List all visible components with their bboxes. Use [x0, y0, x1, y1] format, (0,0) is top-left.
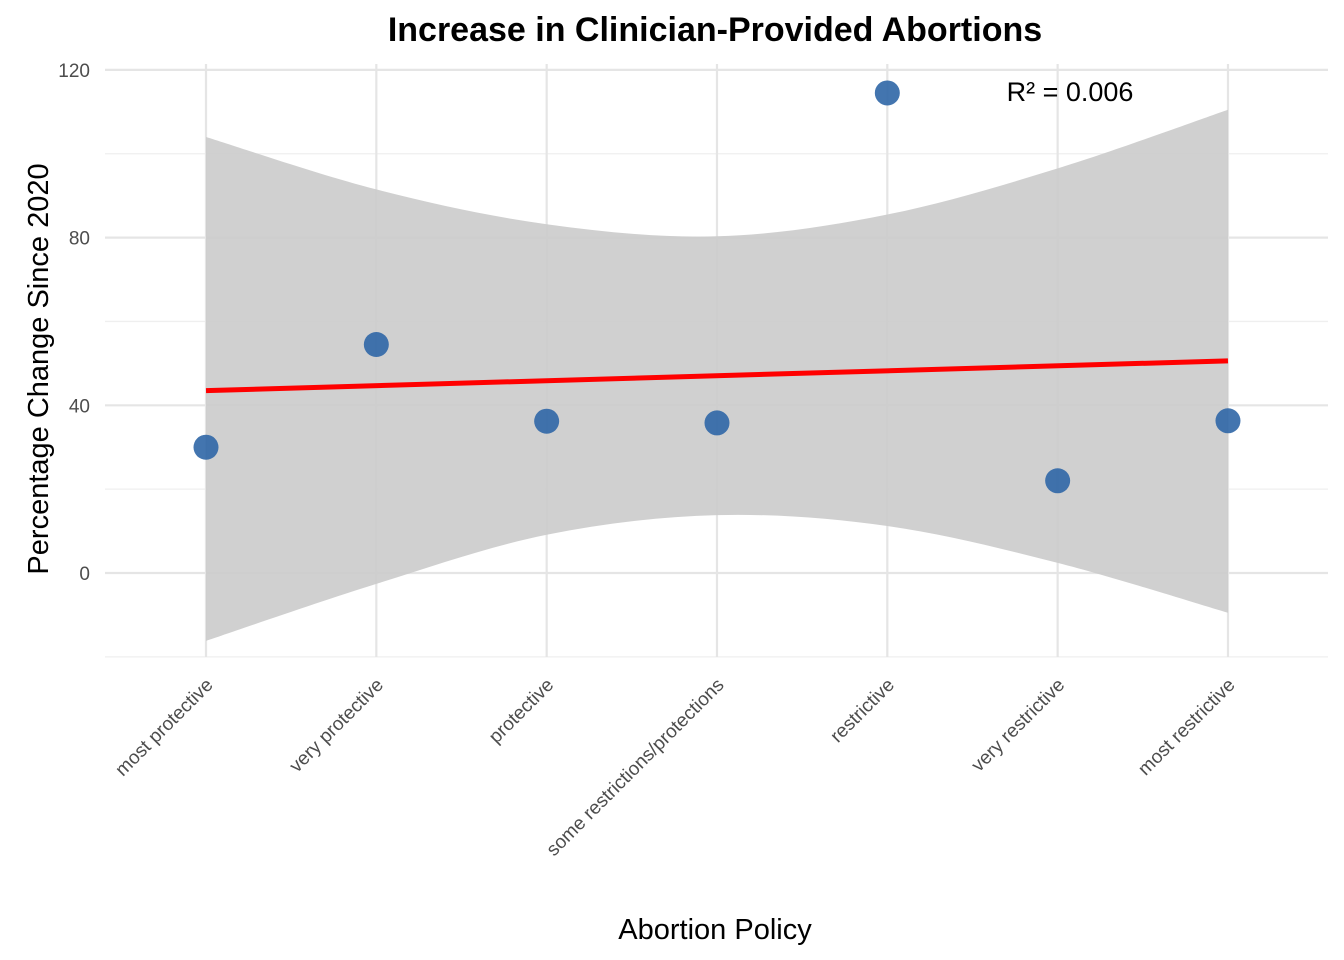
data-point-2	[534, 408, 560, 434]
x-tick-0: most protective	[112, 675, 218, 781]
x-tick-1: very protective	[286, 675, 388, 777]
data-points	[193, 80, 1241, 494]
data-point-1	[363, 332, 389, 358]
x-tick-6: most restrictive	[1134, 675, 1239, 780]
data-point-4	[874, 80, 900, 106]
data-point-5	[1045, 468, 1071, 494]
x-tick-3: some restrictions/protections	[543, 675, 729, 861]
x-tick-2: protective	[485, 675, 558, 748]
y-tick-120: 120	[58, 61, 90, 82]
chart-title: Increase in Clinician-Provided Abortions	[388, 11, 1042, 49]
y-tick-80: 80	[69, 229, 90, 250]
x-tick-4: restrictive	[827, 675, 899, 747]
x-axis-title: Abortion Policy	[618, 914, 812, 946]
x-tick-5: very restrictive	[968, 675, 1069, 776]
r-squared-annotation: R² = 0.006	[1007, 77, 1134, 107]
data-point-6	[1215, 408, 1241, 434]
data-point-3	[704, 410, 730, 436]
y-tick-40: 40	[69, 396, 90, 417]
trend-line	[205, 358, 1229, 394]
y-axis-title: Percentage Change Since 2020	[23, 163, 55, 574]
x-tick-labels: most protective very protective protective…	[112, 675, 1240, 861]
y-tick-labels: 0 40 80 120	[58, 61, 90, 585]
data-point-0	[193, 434, 219, 460]
y-tick-0: 0	[79, 564, 90, 585]
